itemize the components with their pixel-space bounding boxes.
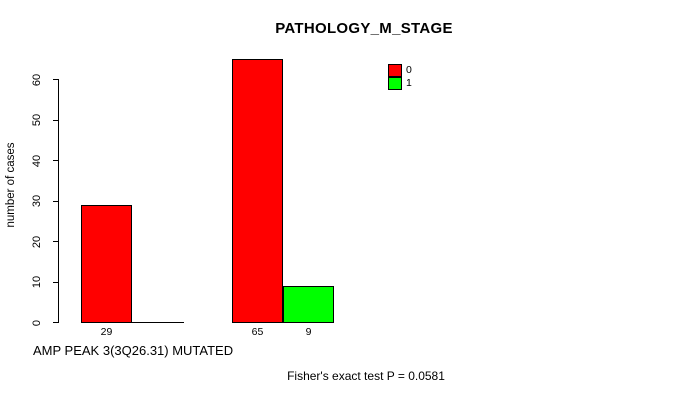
y-tick-label: 20 (31, 235, 43, 248)
y-tick (53, 79, 58, 80)
legend-entry-0: 0 (388, 64, 412, 77)
legend-entry-1: 1 (388, 77, 412, 90)
legend-label: 1 (406, 77, 412, 89)
y-tick-label: 0 (31, 319, 43, 326)
chart-title: PATHOLOGY_M_STAGE (275, 20, 453, 37)
legend-swatch-1 (388, 77, 402, 90)
y-tick (53, 241, 58, 242)
bar-series1-group2 (283, 286, 334, 323)
y-tick (53, 160, 58, 161)
legend-label: 0 (406, 64, 412, 76)
legend-swatch-0 (388, 64, 402, 77)
x-axis-label: AMP PEAK 3(3Q26.31) MUTATED (33, 343, 234, 358)
annotation-fisher-test: Fisher's exact test P = 0.0581 (287, 369, 445, 383)
y-tick-label: 40 (31, 154, 43, 167)
y-tick-label: 50 (31, 113, 43, 127)
bar-series0-group2 (232, 59, 283, 323)
y-tick (53, 200, 58, 202)
bar-series1-group1-zero (132, 322, 184, 323)
y-tick-label: 60 (31, 73, 43, 86)
y-tick (53, 322, 58, 323)
y-tick-label: 30 (31, 194, 43, 208)
y-tick-label: 10 (31, 275, 43, 289)
bar-value-label: 29 (100, 326, 113, 338)
y-axis-label: number of cases (5, 142, 17, 228)
y-tick (53, 119, 58, 121)
bar-value-label: 9 (305, 326, 312, 338)
y-tick (53, 281, 58, 283)
bar-value-label: 65 (251, 326, 264, 338)
bar-series0-group1 (81, 205, 132, 323)
y-axis-line (58, 79, 59, 323)
